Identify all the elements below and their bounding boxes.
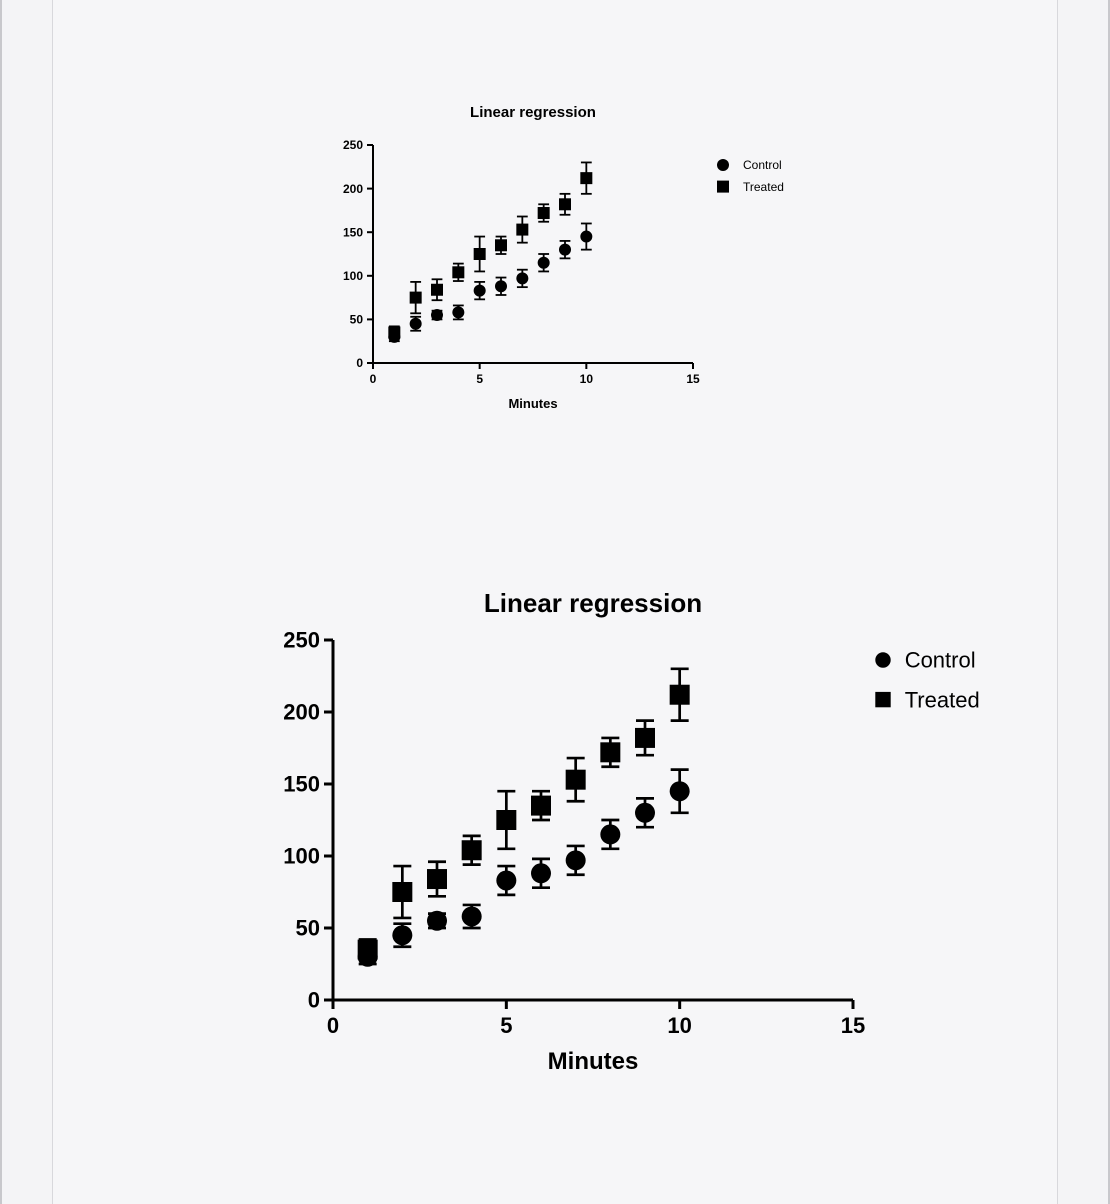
marker-circle — [670, 781, 690, 801]
legend-label: Treated — [743, 180, 784, 194]
y-tick-label: 50 — [296, 916, 320, 941]
marker-circle — [531, 863, 551, 883]
marker-square — [635, 728, 655, 748]
marker-circle — [516, 272, 528, 284]
marker-square — [496, 810, 516, 830]
y-tick-label: 150 — [343, 225, 363, 239]
x-axis-label: Minutes — [548, 1048, 639, 1075]
marker-square — [566, 770, 586, 790]
legend-label: Control — [905, 648, 976, 673]
legend-marker-circle — [875, 652, 890, 667]
series-control — [388, 223, 592, 342]
marker-circle — [496, 870, 516, 890]
marker-circle — [431, 309, 443, 321]
document-panel: Linear regression050100150200250051015Mi… — [52, 0, 1058, 1204]
legend-marker-square — [717, 181, 729, 193]
marker-circle — [495, 280, 507, 292]
marker-circle — [566, 850, 586, 870]
legend-label: Treated — [905, 687, 980, 712]
marker-square — [462, 840, 482, 860]
y-tick-label: 250 — [283, 628, 320, 653]
series-control — [358, 770, 690, 967]
y-tick-label: 200 — [343, 182, 363, 196]
marker-circle — [452, 306, 464, 318]
marker-circle — [427, 911, 447, 931]
marker-square — [516, 224, 528, 236]
marker-circle — [600, 824, 620, 844]
marker-circle — [580, 231, 592, 243]
y-tick-label: 0 — [308, 988, 320, 1013]
y-tick-label: 100 — [343, 269, 363, 283]
x-tick-label: 0 — [327, 1013, 339, 1038]
x-tick-label: 5 — [476, 372, 483, 386]
x-tick-label: 10 — [580, 372, 594, 386]
linear-regression-chart-small: Linear regression 0 50 100 150 200 250 0 5 10 15 Mi… — [343, 104, 784, 411]
marker-circle — [538, 257, 550, 269]
marker-square — [388, 326, 400, 338]
marker-circle — [392, 925, 412, 945]
marker-square — [410, 292, 422, 304]
marker-square — [474, 248, 486, 260]
marker-square — [431, 284, 443, 296]
x-tick-label: 5 — [500, 1013, 512, 1038]
legend: Control Treated — [717, 158, 784, 194]
legend-marker-circle — [717, 159, 729, 171]
legend-marker-square — [875, 692, 890, 707]
marker-square — [452, 266, 464, 278]
legend-label: Control — [743, 158, 782, 172]
marker-square — [538, 207, 550, 219]
y-tick-label: 0 — [356, 356, 363, 370]
y-tick-label: 200 — [283, 700, 320, 725]
charts-canvas: Linear regression050100150200250051015Mi… — [53, 0, 1063, 1204]
marker-circle — [462, 906, 482, 926]
marker-square — [495, 239, 507, 251]
marker-square — [531, 796, 551, 816]
marker-square — [580, 172, 592, 184]
marker-circle — [559, 244, 571, 256]
x-tick-label: 0 — [370, 372, 377, 386]
legend: Control Treated — [875, 648, 979, 713]
x-axis-label: Minutes — [508, 396, 557, 411]
x-tick-label: 10 — [667, 1013, 691, 1038]
marker-circle — [410, 318, 422, 330]
marker-square — [559, 198, 571, 210]
page-container: Linear regression050100150200250051015Mi… — [0, 0, 1110, 1204]
marker-square — [392, 882, 412, 902]
linear-regression-chart-large: Linear regression 0 50 100 150 200 250 0 5 10 15 Mi… — [283, 588, 979, 1075]
marker-circle — [474, 285, 486, 297]
y-tick-label: 50 — [350, 313, 364, 327]
marker-square — [670, 685, 690, 705]
y-tick-label: 150 — [283, 772, 320, 797]
x-tick-label: 15 — [686, 372, 700, 386]
y-tick-label: 100 — [283, 844, 320, 869]
y-tick-label: 250 — [343, 138, 363, 152]
chart-title: Linear regression — [484, 588, 702, 618]
marker-square — [427, 869, 447, 889]
marker-square — [358, 940, 378, 960]
marker-square — [600, 742, 620, 762]
chart-title: Linear regression — [470, 104, 596, 121]
marker-circle — [635, 803, 655, 823]
x-tick-label: 15 — [841, 1013, 865, 1038]
